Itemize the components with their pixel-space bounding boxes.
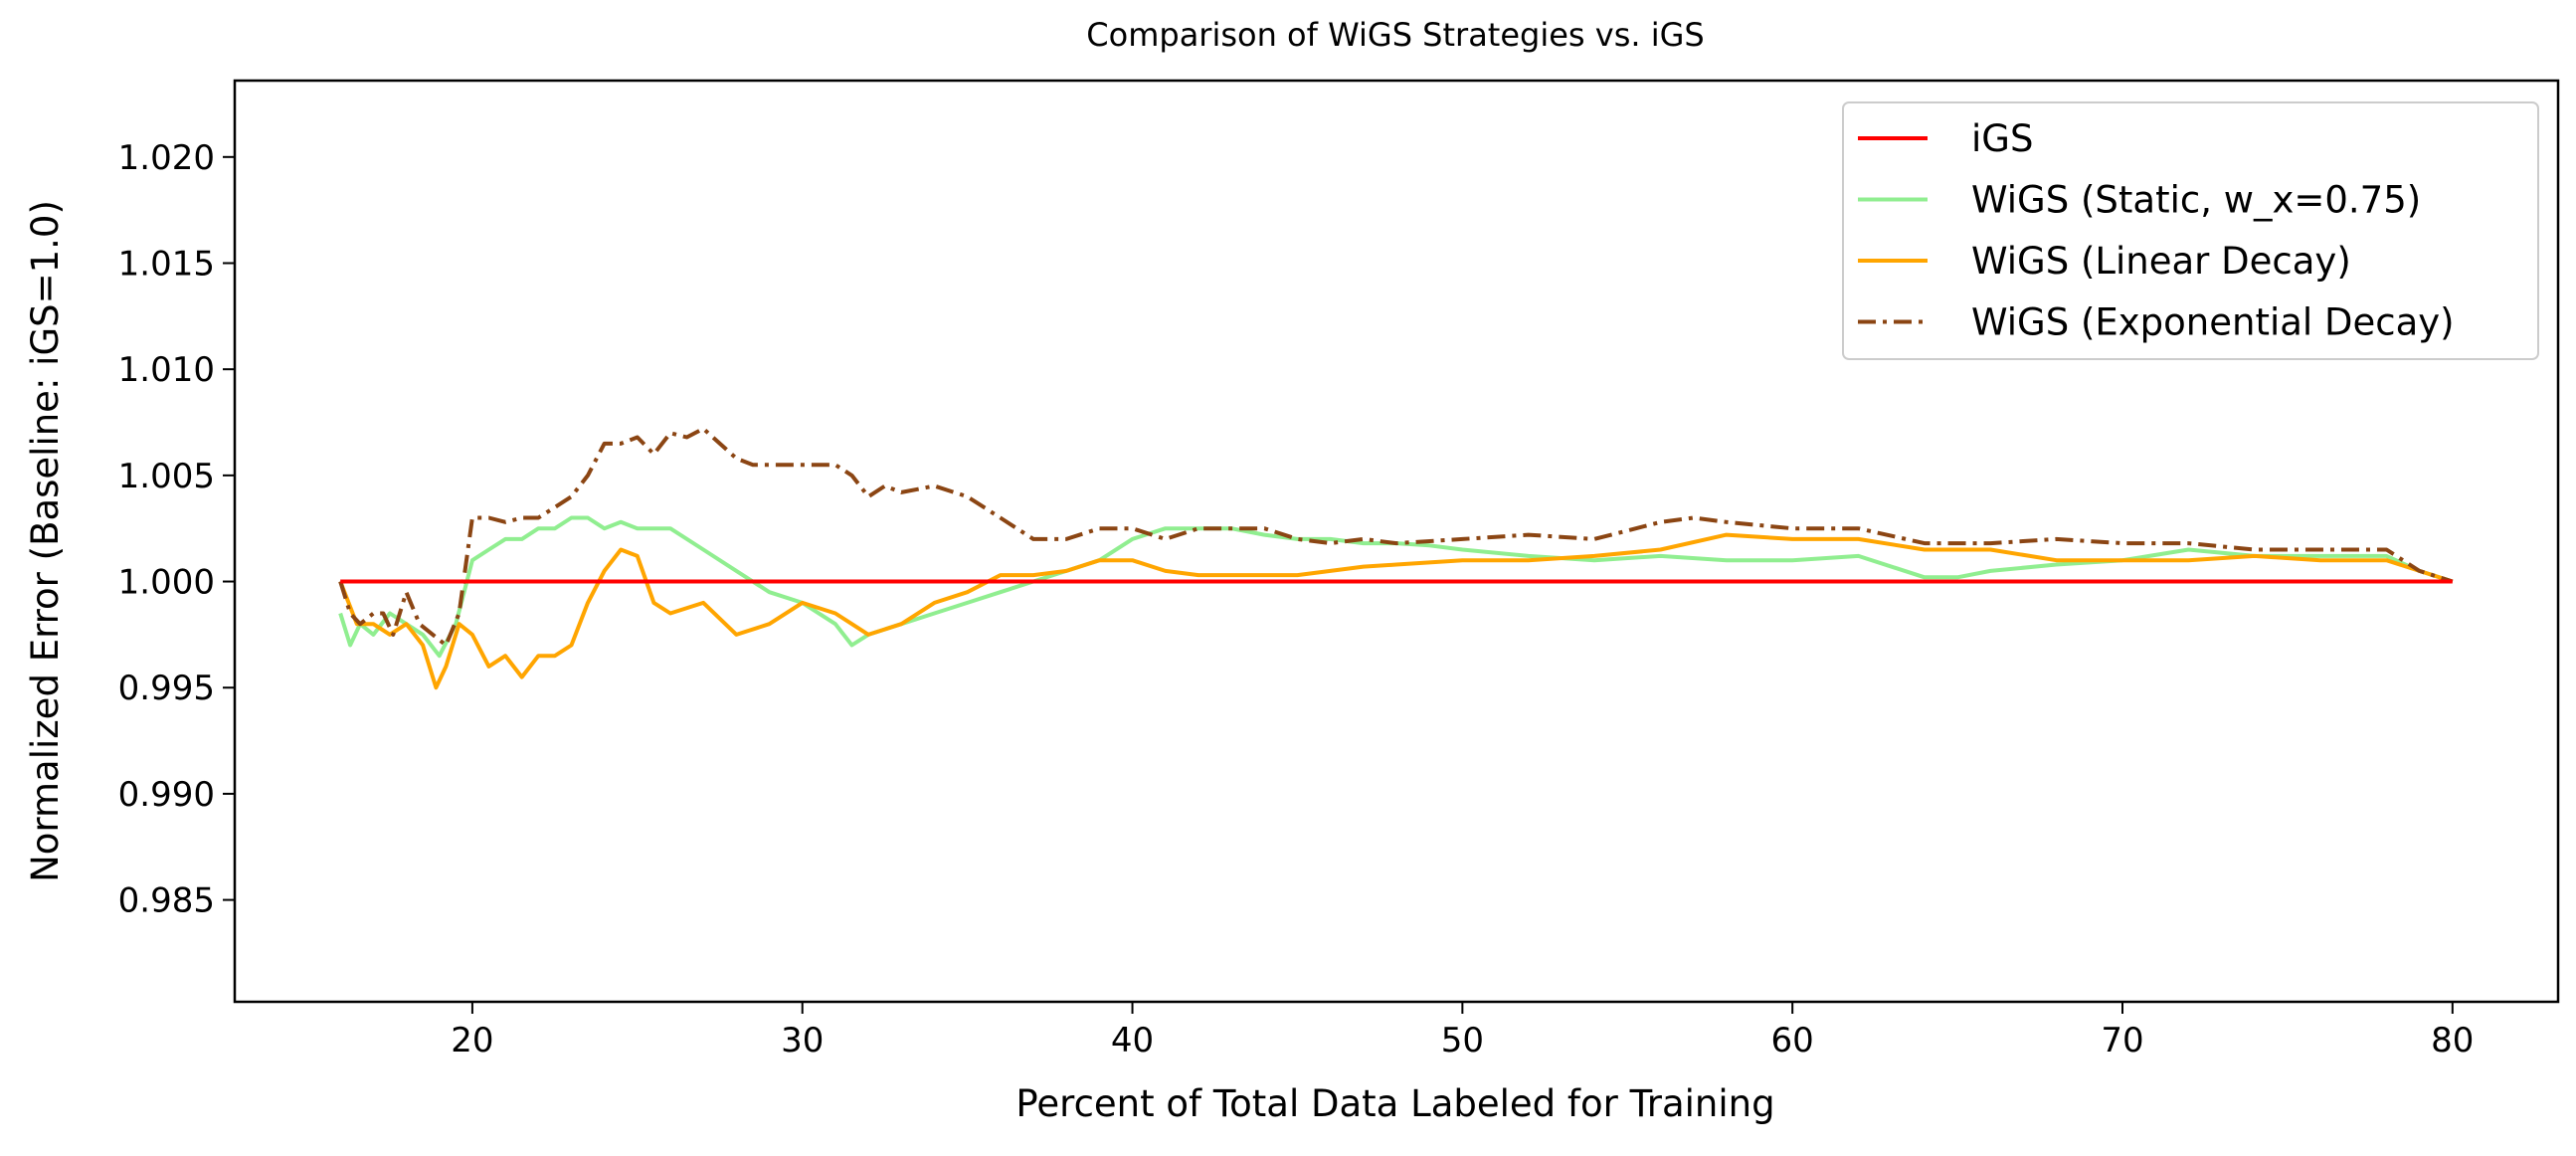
plot-frame	[233, 79, 2560, 1004]
chart-title: Comparison of WiGS Strategies vs. iGS	[1086, 16, 1704, 54]
x-axis-label: Percent of Total Data Labeled for Traini…	[1015, 1082, 1774, 1125]
plot-area	[338, 426, 2454, 690]
legend-label: WiGS (Static, w_x=0.75)	[1971, 179, 2421, 222]
y-tick-label: 0.995	[118, 669, 215, 708]
x-tick-label: 60	[1771, 1021, 1814, 1060]
series-line-2	[338, 532, 2454, 690]
x-tick-label: 80	[2431, 1021, 2474, 1060]
y-tick-label: 1.020	[118, 138, 215, 178]
y-tick-label: 1.000	[118, 563, 215, 603]
x-tick-label: 20	[451, 1021, 493, 1060]
y-tick-label: 1.015	[118, 244, 215, 284]
series-line-1	[338, 515, 2454, 659]
x-tick-label: 40	[1111, 1021, 1154, 1060]
y-axis-label: Normalized Error (Baseline: iGS=1.0)	[24, 200, 67, 882]
x-tick-label: 70	[2101, 1021, 2143, 1060]
legend-box	[1842, 101, 2539, 360]
y-axis: 0.985 0.990 0.995 1.000 1.005 1.010 1.015 1.020	[118, 138, 235, 921]
series-line-3	[338, 426, 2454, 648]
legend-label: WiGS (Exponential Decay)	[1971, 301, 2455, 344]
x-tick-label: 30	[781, 1021, 824, 1060]
y-tick-label: 0.990	[118, 775, 215, 815]
legend-label: iGS	[1971, 117, 2033, 160]
y-tick-label: 1.005	[118, 457, 215, 496]
legend: iGS WiGS (Static, w_x=0.75) WiGS (Linear D…	[1842, 101, 2539, 360]
y-tick-label: 0.985	[118, 881, 215, 921]
legend-label: WiGS (Linear Decay)	[1971, 240, 2351, 283]
x-axis: 20 30 40 50 60 70 80	[451, 1002, 2474, 1060]
x-tick-label: 50	[1441, 1021, 1484, 1060]
y-tick-label: 1.010	[118, 350, 215, 390]
